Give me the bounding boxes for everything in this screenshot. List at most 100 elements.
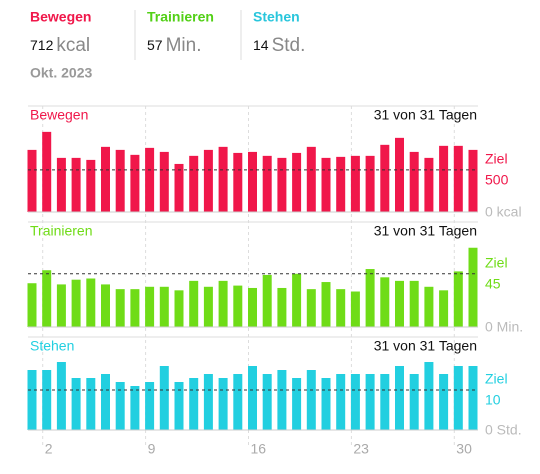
- bar: [174, 163, 184, 212]
- bar: [262, 374, 272, 430]
- bar: [439, 145, 449, 212]
- bar: [336, 156, 346, 212]
- bar: [115, 149, 125, 212]
- bar: [42, 131, 52, 212]
- panel-title: Bewegen: [30, 107, 88, 123]
- bar: [145, 286, 155, 327]
- bar: [233, 374, 243, 430]
- bar: [56, 157, 66, 212]
- bar: [145, 147, 155, 212]
- stat-value: 712 kcal: [30, 35, 90, 56]
- stat-number: 57: [147, 37, 163, 53]
- bar: [380, 374, 390, 430]
- bar: [424, 286, 434, 327]
- bar: [306, 146, 316, 212]
- stat-number: 14: [253, 37, 269, 53]
- bar: [409, 151, 419, 212]
- bar: [409, 374, 419, 430]
- y-tick-label: 0 Min.: [485, 319, 523, 335]
- stat-unit: kcal: [56, 35, 90, 56]
- bar: [86, 278, 96, 327]
- bar: [292, 273, 302, 327]
- bar: [248, 287, 257, 327]
- bar: [189, 378, 199, 430]
- bar: [395, 280, 404, 327]
- bar: [277, 370, 287, 430]
- bar: [453, 271, 463, 327]
- bar: [409, 280, 419, 327]
- bar: [174, 382, 184, 430]
- x-tick-label: 9: [148, 441, 156, 457]
- bar: [468, 366, 478, 430]
- bar: [262, 274, 272, 327]
- bar: [189, 155, 199, 212]
- bar: [130, 386, 140, 430]
- panel-title: Stehen: [30, 338, 74, 354]
- bar: [130, 154, 140, 212]
- bar: [203, 149, 213, 212]
- bar: [306, 370, 316, 430]
- x-tick-label: 16: [251, 441, 267, 457]
- panel-subtitle: 31 von 31 Tagen: [374, 338, 477, 354]
- bar: [56, 284, 66, 327]
- goal-label: Ziel: [485, 254, 508, 270]
- panel-subtitle: 31 von 31 Tagen: [374, 107, 477, 123]
- x-tick-label: 23: [353, 441, 369, 457]
- bar: [380, 277, 390, 327]
- bar: [71, 157, 81, 212]
- bar: [101, 146, 110, 212]
- bar: [321, 282, 331, 327]
- panel-subtitle: 31 von 31 Tagen: [374, 223, 477, 239]
- bar: [321, 378, 331, 430]
- bar: [159, 151, 169, 212]
- bar: [174, 290, 184, 327]
- bar: [277, 157, 287, 212]
- bar: [350, 374, 360, 430]
- bar: [115, 382, 125, 430]
- x-tick-label: 30: [456, 441, 472, 457]
- bar: [27, 149, 37, 212]
- bar: [380, 144, 390, 212]
- bar: [71, 378, 81, 430]
- stat-value: 14 Std.: [253, 35, 305, 56]
- stat-unit: Std.: [272, 35, 306, 56]
- stat-unit: Min.: [166, 35, 202, 56]
- bar: [86, 159, 96, 212]
- bar: [27, 283, 37, 327]
- bar: [439, 374, 449, 430]
- bar: [277, 287, 287, 327]
- bar: [203, 286, 213, 327]
- bar: [306, 289, 316, 327]
- bar: [292, 152, 302, 212]
- bar: [189, 280, 199, 327]
- x-tick-label: 2: [45, 441, 53, 457]
- stat-label: Bewegen: [30, 9, 91, 25]
- bar: [439, 290, 449, 327]
- bar: [218, 280, 228, 327]
- bar: [365, 155, 375, 212]
- bar: [453, 145, 463, 212]
- bar: [218, 378, 228, 430]
- bar: [395, 137, 404, 212]
- y-tick-label: 0 Std.: [485, 422, 522, 438]
- bar: [424, 362, 434, 430]
- stat-label: Trainieren: [147, 9, 214, 25]
- bar: [42, 370, 52, 430]
- bar: [86, 378, 96, 430]
- period: Okt. 2023: [30, 65, 92, 81]
- goal-label: Ziel: [485, 151, 508, 167]
- bar: [130, 289, 140, 327]
- bar: [350, 291, 360, 327]
- bar: [101, 284, 110, 327]
- goal-label: Ziel: [485, 371, 508, 387]
- bar: [233, 285, 243, 327]
- bar: [218, 146, 228, 212]
- bar: [336, 289, 346, 327]
- stat-value: 57 Min.: [147, 35, 201, 56]
- bar: [262, 155, 272, 212]
- bar: [203, 374, 213, 430]
- y-tick-label: 0 kcal: [485, 204, 522, 220]
- bar: [159, 366, 169, 430]
- bar: [468, 247, 478, 327]
